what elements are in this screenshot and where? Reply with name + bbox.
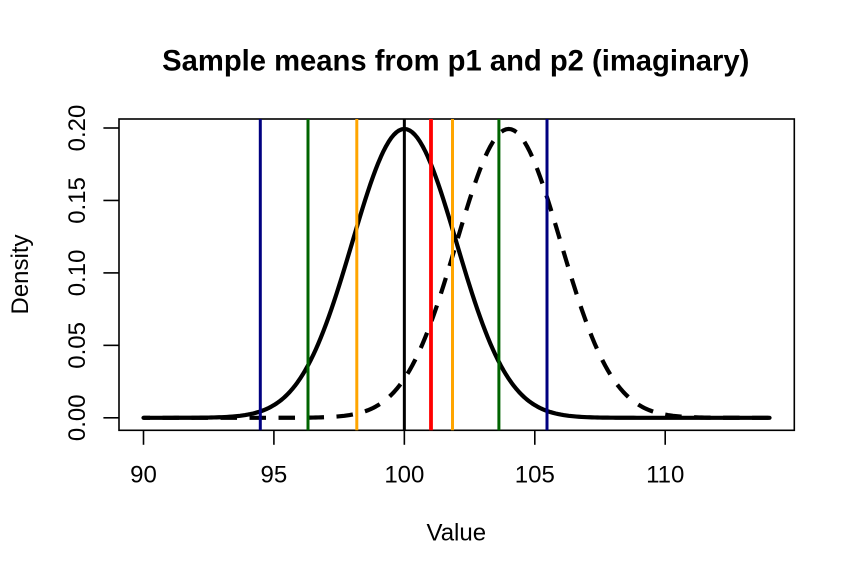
svg-text:90: 90 — [130, 461, 157, 488]
svg-text:0.15: 0.15 — [64, 177, 91, 224]
svg-text:0.10: 0.10 — [64, 250, 91, 297]
svg-text:Value: Value — [426, 519, 486, 546]
svg-text:Density: Density — [7, 234, 34, 314]
svg-text:0.00: 0.00 — [64, 394, 91, 441]
svg-text:110: 110 — [646, 461, 684, 488]
svg-text:105: 105 — [515, 461, 555, 488]
svg-text:0.05: 0.05 — [64, 322, 91, 369]
svg-text:100: 100 — [384, 461, 424, 488]
svg-text:95: 95 — [261, 461, 288, 488]
svg-text:Sample means from p1 and p2 (i: Sample means from p1 and p2 (imaginary) — [162, 45, 749, 77]
svg-text:0.20: 0.20 — [64, 105, 91, 152]
